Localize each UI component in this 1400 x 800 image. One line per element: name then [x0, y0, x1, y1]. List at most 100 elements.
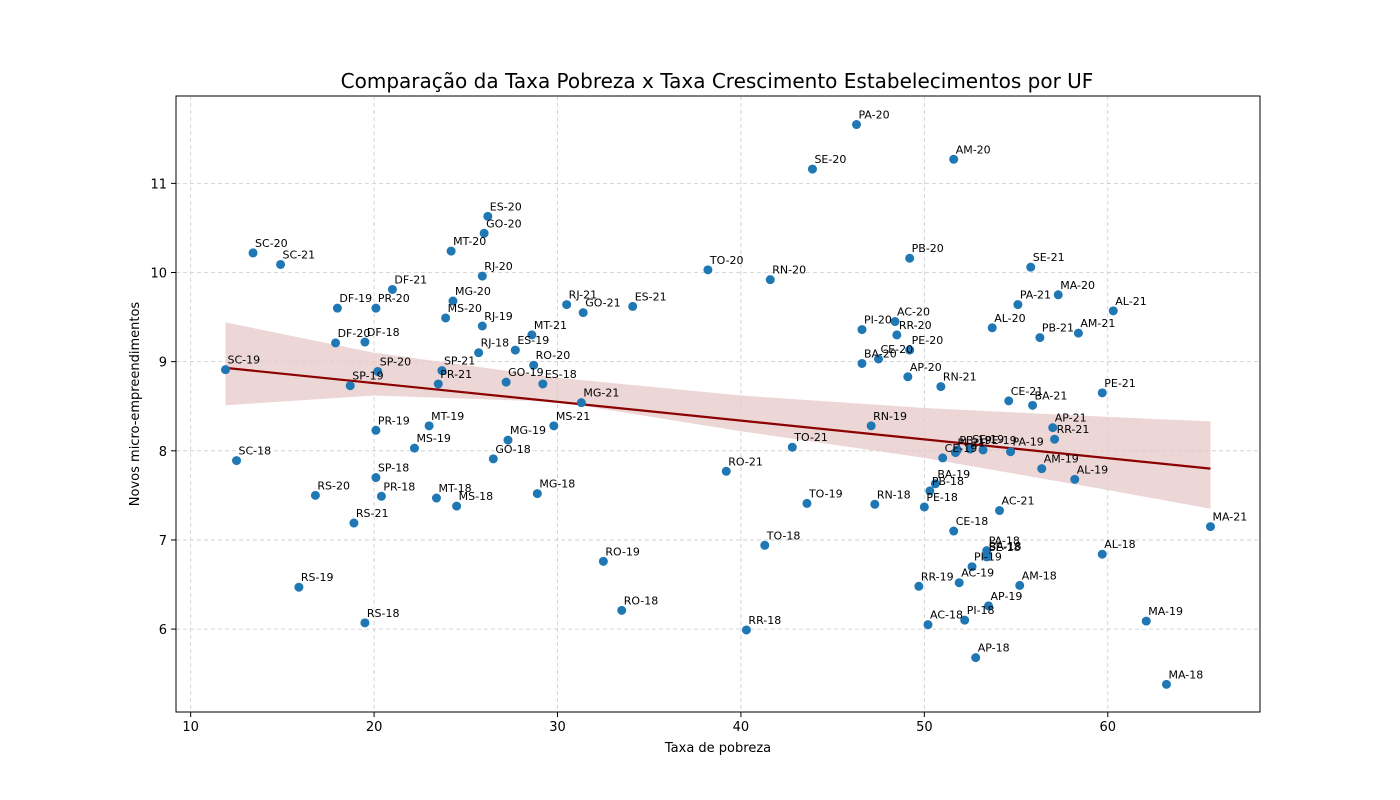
point-label-mt-19: MT-19 — [431, 410, 464, 423]
point-label-pb-18: PB-18 — [932, 475, 964, 488]
data-point-ac-18 — [923, 620, 933, 630]
data-point-rr-21 — [1050, 434, 1060, 444]
x-tick-label: 20 — [366, 720, 383, 735]
data-point-go-21 — [578, 308, 588, 318]
data-point-pa-21 — [1013, 300, 1023, 310]
data-point-rn-19 — [866, 421, 876, 431]
data-point-ap-20 — [903, 372, 913, 382]
data-point-ce-19 — [938, 453, 948, 463]
data-point-ac-21 — [995, 506, 1005, 516]
point-label-sc-18: SC-18 — [239, 445, 272, 458]
point-label-sc-19: SC-19 — [228, 354, 261, 367]
data-points — [221, 120, 1215, 689]
point-label-pe-18: PE-18 — [926, 491, 958, 504]
y-tick-label: 6 — [159, 623, 167, 638]
data-point-ma-19 — [1141, 616, 1151, 626]
y-tick-label: 7 — [159, 534, 167, 549]
data-point-ma-21 — [1205, 522, 1215, 532]
data-point-se-21 — [1026, 262, 1036, 272]
point-label-pe-19: PE-19 — [985, 434, 1017, 447]
data-point-am-21 — [1073, 328, 1083, 338]
data-point-rs-20 — [310, 490, 320, 500]
data-point-sc-20 — [248, 248, 258, 258]
data-point-ro-21 — [721, 466, 731, 476]
data-point-se-19 — [965, 444, 975, 454]
point-label-al-21: AL-21 — [1115, 295, 1146, 308]
data-point-ro-18 — [617, 605, 627, 615]
data-point-ac-20 — [890, 317, 900, 327]
data-point-to-20 — [703, 265, 713, 275]
data-point-pr-19 — [371, 425, 381, 435]
point-label-go-21: GO-21 — [585, 297, 620, 310]
data-point-ap-18 — [971, 653, 981, 663]
data-point-mg-18 — [532, 489, 542, 499]
point-label-al-19: AL-19 — [1077, 463, 1108, 476]
data-point-rr-19 — [914, 581, 924, 591]
point-label-go-20: GO-20 — [486, 217, 521, 230]
point-label-se-21: SE-21 — [1033, 251, 1065, 264]
point-label-ms-19: MS-19 — [416, 432, 450, 445]
point-label-ce-21: CE-21 — [1011, 385, 1044, 398]
regression-line — [225, 366, 1211, 470]
data-point-to-21 — [787, 442, 797, 452]
data-point-rj-21 — [562, 300, 572, 310]
point-label-rn-20: RN-20 — [772, 264, 806, 277]
point-label-al-18: AL-18 — [1104, 538, 1135, 551]
data-point-go-19 — [501, 377, 511, 387]
data-point-ms-20 — [441, 313, 451, 323]
data-point-rn-21 — [936, 382, 946, 392]
point-label-se-19: SE-19 — [972, 433, 1004, 446]
point-label-pa-21: PA-21 — [1020, 289, 1051, 302]
point-label-ms-21: MS-21 — [556, 410, 590, 423]
point-label-mt-18: MT-18 — [438, 482, 471, 495]
data-point-ce-20 — [873, 354, 883, 364]
point-label-ro-21: RO-21 — [728, 455, 763, 468]
point-label-ba-18: BA-18 — [989, 540, 1022, 553]
point-label-pi-18: PI-18 — [967, 604, 995, 617]
point-label-mg-21: MG-21 — [583, 387, 619, 400]
data-point-pr-20 — [371, 303, 381, 313]
data-point-al-20 — [987, 323, 997, 333]
data-point-pb-21 — [1035, 333, 1045, 343]
point-label-to-19: TO-19 — [808, 487, 843, 500]
point-label-es-20: ES-20 — [490, 200, 522, 213]
x-tick-label: 50 — [916, 720, 933, 735]
y-tick-label: 11 — [150, 177, 167, 192]
point-label-es-21: ES-21 — [635, 290, 667, 303]
data-point-pe-18 — [919, 502, 929, 512]
point-label-to-18: TO-18 — [766, 529, 801, 542]
data-point-mt-18 — [431, 493, 441, 503]
data-point-es-21 — [628, 301, 638, 311]
data-point-ro-19 — [598, 556, 608, 566]
point-label-sp-21: SP-21 — [444, 355, 475, 368]
data-point-pi-21 — [951, 448, 961, 458]
point-label-to-20: TO-20 — [709, 254, 744, 267]
point-label-rn-18: RN-18 — [877, 488, 911, 501]
data-point-ap-21 — [1048, 423, 1058, 433]
data-point-rs-18 — [360, 618, 370, 628]
point-label-mg-19: MG-19 — [510, 424, 546, 437]
point-label-rr-20: RR-20 — [899, 319, 932, 332]
point-label-ac-19: AC-19 — [961, 567, 994, 580]
data-point-rn-20 — [765, 275, 775, 285]
data-point-pr-21 — [433, 379, 443, 389]
data-point-pi-20 — [857, 325, 867, 335]
point-label-ms-18: MS-18 — [459, 490, 493, 503]
point-label-ro-18: RO-18 — [624, 594, 659, 607]
regression-line-group — [225, 366, 1211, 470]
data-point-rj-18 — [474, 348, 484, 358]
y-axis-label: Novos micro-empreendimentos — [128, 302, 143, 507]
data-point-ap-19 — [984, 601, 994, 611]
point-label-ce-20: CE-20 — [880, 343, 913, 356]
point-label-ba-21: BA-21 — [1035, 389, 1068, 402]
data-point-mg-21 — [576, 398, 586, 408]
point-label-mg-18: MG-18 — [539, 478, 575, 491]
data-point-to-19 — [802, 498, 812, 508]
confidence-band-area — [225, 322, 1211, 509]
point-label-mg-20: MG-20 — [455, 285, 491, 298]
point-label-ac-21: AC-21 — [1002, 495, 1035, 508]
data-point-sp-18 — [371, 473, 381, 483]
point-label-pi-19: PI-19 — [974, 551, 1002, 564]
data-point-ro-20 — [529, 360, 539, 370]
